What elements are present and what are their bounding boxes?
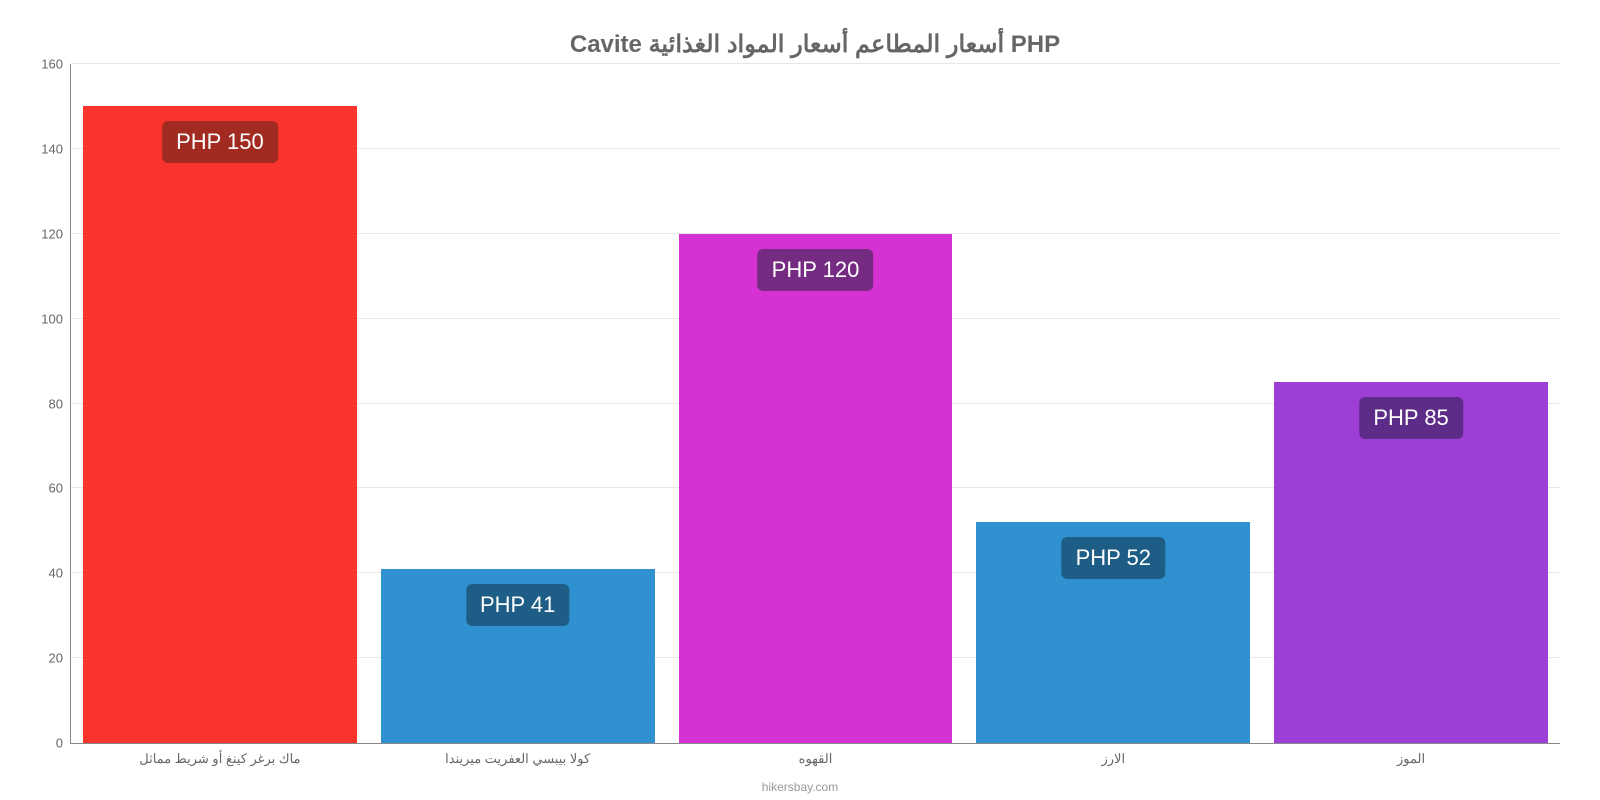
value-badge: PHP 150	[162, 121, 278, 163]
bar-slot: PHP 41كولا بيبسي العفريت ميريندا	[369, 64, 667, 743]
bar: PHP 85	[1274, 382, 1548, 743]
chart-title: Cavite أسعار المطاعم أسعار المواد الغذائ…	[70, 20, 1560, 64]
bars-row: PHP 150ماك برغر كينغ أو شريط مماثلPHP 41…	[71, 64, 1560, 743]
x-tick-label: القهوه	[799, 743, 833, 767]
y-tick-label: 120	[41, 226, 71, 241]
bar-slot: PHP 150ماك برغر كينغ أو شريط مماثل	[71, 64, 369, 743]
x-tick-label: الارز	[1101, 743, 1125, 767]
x-tick-label: الموز	[1397, 743, 1425, 767]
bar: PHP 41	[381, 569, 655, 743]
plot-area: 020406080100120140160 PHP 150ماك برغر كي…	[70, 64, 1560, 744]
y-tick-label: 140	[41, 141, 71, 156]
value-badge: PHP 120	[758, 249, 874, 291]
y-tick-label: 40	[49, 566, 71, 581]
bar: PHP 150	[83, 106, 357, 743]
value-badge: PHP 85	[1359, 397, 1462, 439]
y-tick-label: 0	[56, 736, 71, 751]
y-tick-label: 80	[49, 396, 71, 411]
x-tick-label: ماك برغر كينغ أو شريط مماثل	[139, 743, 300, 767]
bar-slot: PHP 120القهوه	[667, 64, 965, 743]
y-tick-label: 160	[41, 57, 71, 72]
y-tick-label: 60	[49, 481, 71, 496]
value-badge: PHP 52	[1062, 537, 1165, 579]
bar-slot: PHP 52الارز	[964, 64, 1262, 743]
chart-container: Cavite أسعار المطاعم أسعار المواد الغذائ…	[0, 0, 1600, 800]
y-tick-label: 100	[41, 311, 71, 326]
y-tick-label: 20	[49, 651, 71, 666]
value-badge: PHP 41	[466, 584, 569, 626]
bar-slot: PHP 85الموز	[1262, 64, 1560, 743]
bar: PHP 120	[679, 234, 953, 743]
footer-credit: hikersbay.com	[762, 780, 838, 794]
bar: PHP 52	[976, 522, 1250, 743]
x-tick-label: كولا بيبسي العفريت ميريندا	[445, 743, 590, 767]
